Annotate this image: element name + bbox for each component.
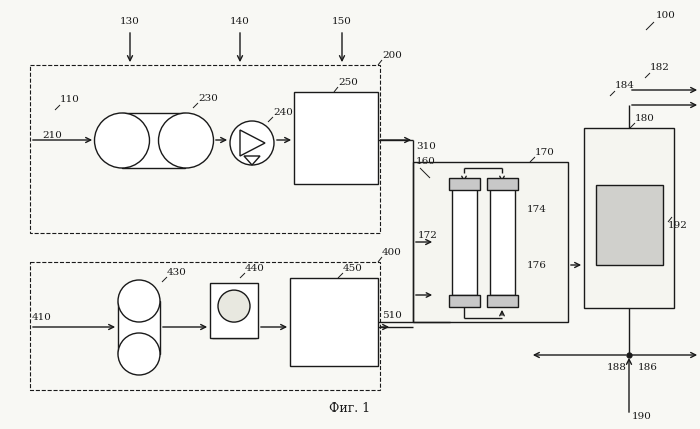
Text: 170: 170	[535, 148, 555, 157]
Bar	[290, 278, 378, 366]
Text: 182: 182	[650, 63, 670, 72]
Text: 400: 400	[382, 248, 402, 257]
Text: 210: 210	[42, 131, 62, 140]
Text: 174: 174	[527, 205, 547, 214]
Text: 510: 510	[382, 311, 402, 320]
Text: Фиг. 1: Фиг. 1	[330, 402, 370, 415]
Bar	[30, 262, 380, 390]
Ellipse shape	[118, 333, 160, 375]
Text: 184: 184	[615, 81, 635, 90]
Bar	[413, 162, 568, 322]
Bar	[596, 185, 663, 265]
Text: 200: 200	[382, 51, 402, 60]
Bar	[294, 92, 378, 184]
Text: 130: 130	[120, 17, 140, 26]
Text: 180: 180	[635, 114, 655, 123]
Ellipse shape	[118, 280, 160, 322]
Bar	[118, 301, 160, 354]
Text: 410: 410	[32, 313, 52, 322]
Text: 150: 150	[332, 17, 352, 26]
Text: 110: 110	[60, 95, 80, 104]
Text: 230: 230	[198, 94, 218, 103]
Text: 250: 250	[338, 78, 358, 87]
Text: 190: 190	[632, 412, 652, 421]
Ellipse shape	[158, 113, 214, 168]
Text: 450: 450	[343, 264, 363, 273]
Polygon shape	[240, 130, 265, 156]
Bar	[490, 185, 515, 295]
Text: 140: 140	[230, 17, 250, 26]
Text: 176: 176	[527, 260, 547, 269]
Polygon shape	[244, 156, 260, 165]
Bar	[487, 178, 518, 190]
Ellipse shape	[94, 113, 150, 168]
Text: 430: 430	[167, 268, 187, 277]
Bar	[122, 113, 185, 168]
Bar	[449, 178, 480, 190]
Circle shape	[218, 290, 250, 322]
Text: 310: 310	[416, 142, 436, 151]
Text: 240: 240	[273, 108, 293, 117]
Bar	[449, 295, 480, 307]
Text: 188: 188	[607, 363, 627, 372]
Text: 172: 172	[418, 230, 438, 239]
Text: 160: 160	[416, 157, 436, 166]
Text: 186: 186	[638, 363, 658, 372]
Bar	[210, 283, 258, 338]
Text: 192: 192	[668, 221, 688, 230]
Bar	[30, 65, 380, 233]
Bar	[452, 185, 477, 295]
Bar	[584, 128, 674, 308]
Circle shape	[230, 121, 274, 165]
Text: 100: 100	[656, 11, 676, 20]
Text: 440: 440	[245, 264, 265, 273]
Bar	[487, 295, 518, 307]
